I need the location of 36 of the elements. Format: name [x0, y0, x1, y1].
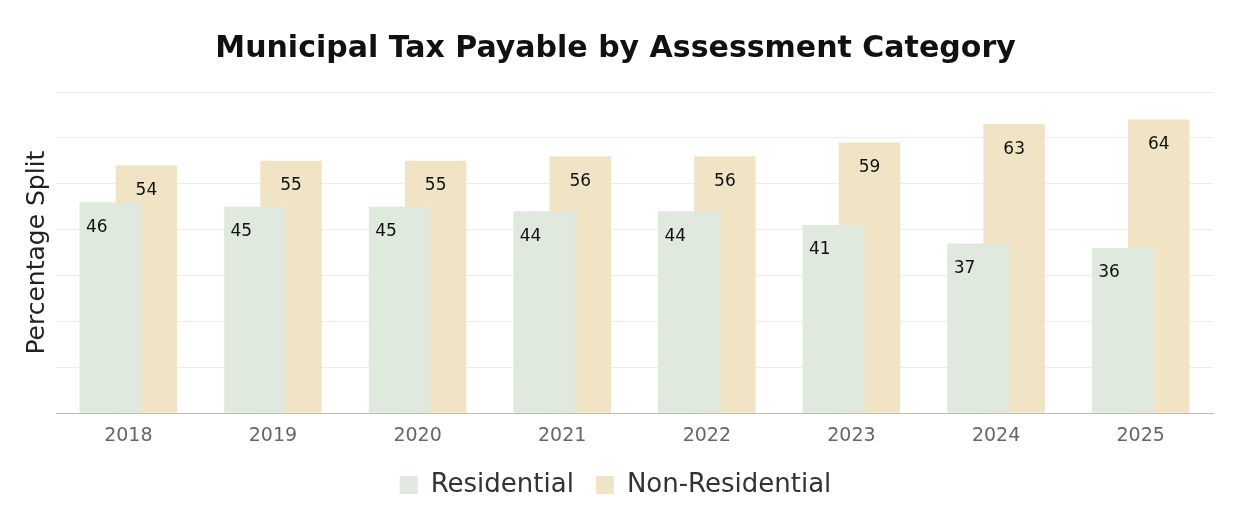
x-tick-label: 2021 [538, 422, 587, 445]
x-tick-label: 2018 [104, 422, 153, 445]
data-label: 59 [858, 155, 881, 176]
bar [658, 211, 720, 413]
bar [947, 243, 1009, 413]
bar [368, 206, 431, 413]
legend-label: Non-Residential [626, 467, 832, 498]
legend-label: Residential [430, 467, 574, 498]
data-label: 36 [1098, 261, 1120, 282]
data-label: 45 [375, 220, 397, 241]
x-tick-label: 2025 [1116, 422, 1165, 445]
data-label: 63 [1003, 137, 1025, 158]
bar [513, 211, 575, 413]
data-label: 64 [1147, 132, 1170, 153]
data-label: 37 [953, 256, 976, 277]
data-label: 56 [714, 169, 736, 190]
chart-title: Municipal Tax Payable by Assessment Category [215, 28, 1017, 64]
x-tick-label: 2020 [393, 422, 442, 445]
bar [802, 225, 865, 413]
data-label: 44 [519, 224, 542, 245]
bar [79, 202, 141, 413]
x-tick-label: 2022 [682, 422, 731, 445]
data-label: 44 [664, 224, 687, 245]
bar [224, 206, 286, 413]
data-label: 55 [424, 174, 447, 195]
data-label: 54 [135, 178, 158, 199]
data-label: 45 [230, 220, 253, 241]
x-tick-label: 2024 [971, 422, 1021, 445]
y-axis-title: Percentage Split [20, 150, 50, 355]
x-tick-label: 2023 [827, 422, 876, 445]
bar [1091, 248, 1154, 413]
data-label: 55 [280, 174, 302, 195]
x-tick-label: 2019 [248, 422, 298, 445]
data-label: 56 [569, 169, 592, 190]
data-label: 41 [809, 238, 831, 259]
data-label: 46 [85, 215, 108, 236]
